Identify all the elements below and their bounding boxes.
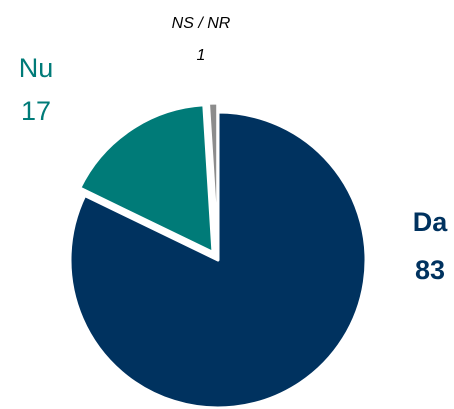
pie-slice [68,110,368,409]
slice-value: 83 [415,255,445,285]
slice-label: Nu [19,53,54,83]
pie-slice [207,101,220,253]
pie-slice [78,103,215,255]
slice-value: 1 [197,47,206,64]
slice-value: 17 [21,96,51,126]
slice-label: NS / NR [172,15,231,32]
slice-label: Da [413,207,448,237]
